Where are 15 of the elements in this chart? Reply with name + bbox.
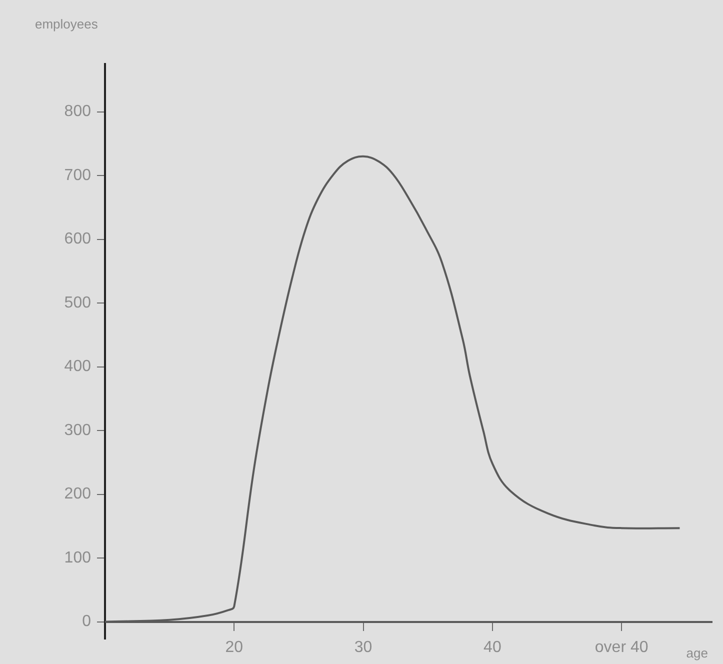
x-tick-label: 20 bbox=[225, 638, 244, 656]
y-tick-label: 400 bbox=[64, 358, 92, 376]
y-tick-label: 300 bbox=[64, 422, 92, 439]
y-tick-label: 0 bbox=[82, 613, 92, 630]
y-tick-label: 600 bbox=[64, 230, 92, 248]
y-tick-label: 200 bbox=[64, 486, 92, 503]
y-axis-title: employees bbox=[35, 16, 98, 32]
x-tick-label: 40 bbox=[484, 638, 502, 656]
x-tick-label: over 40 bbox=[594, 638, 648, 656]
x-axis-title: age bbox=[686, 646, 708, 661]
y-tick-label: 500 bbox=[64, 294, 92, 312]
y-tick-label: 700 bbox=[64, 166, 92, 184]
y-tick-label: 100 bbox=[64, 549, 92, 566]
y-tick-label: 800 bbox=[64, 103, 92, 120]
x-tick-label: 30 bbox=[354, 638, 372, 656]
